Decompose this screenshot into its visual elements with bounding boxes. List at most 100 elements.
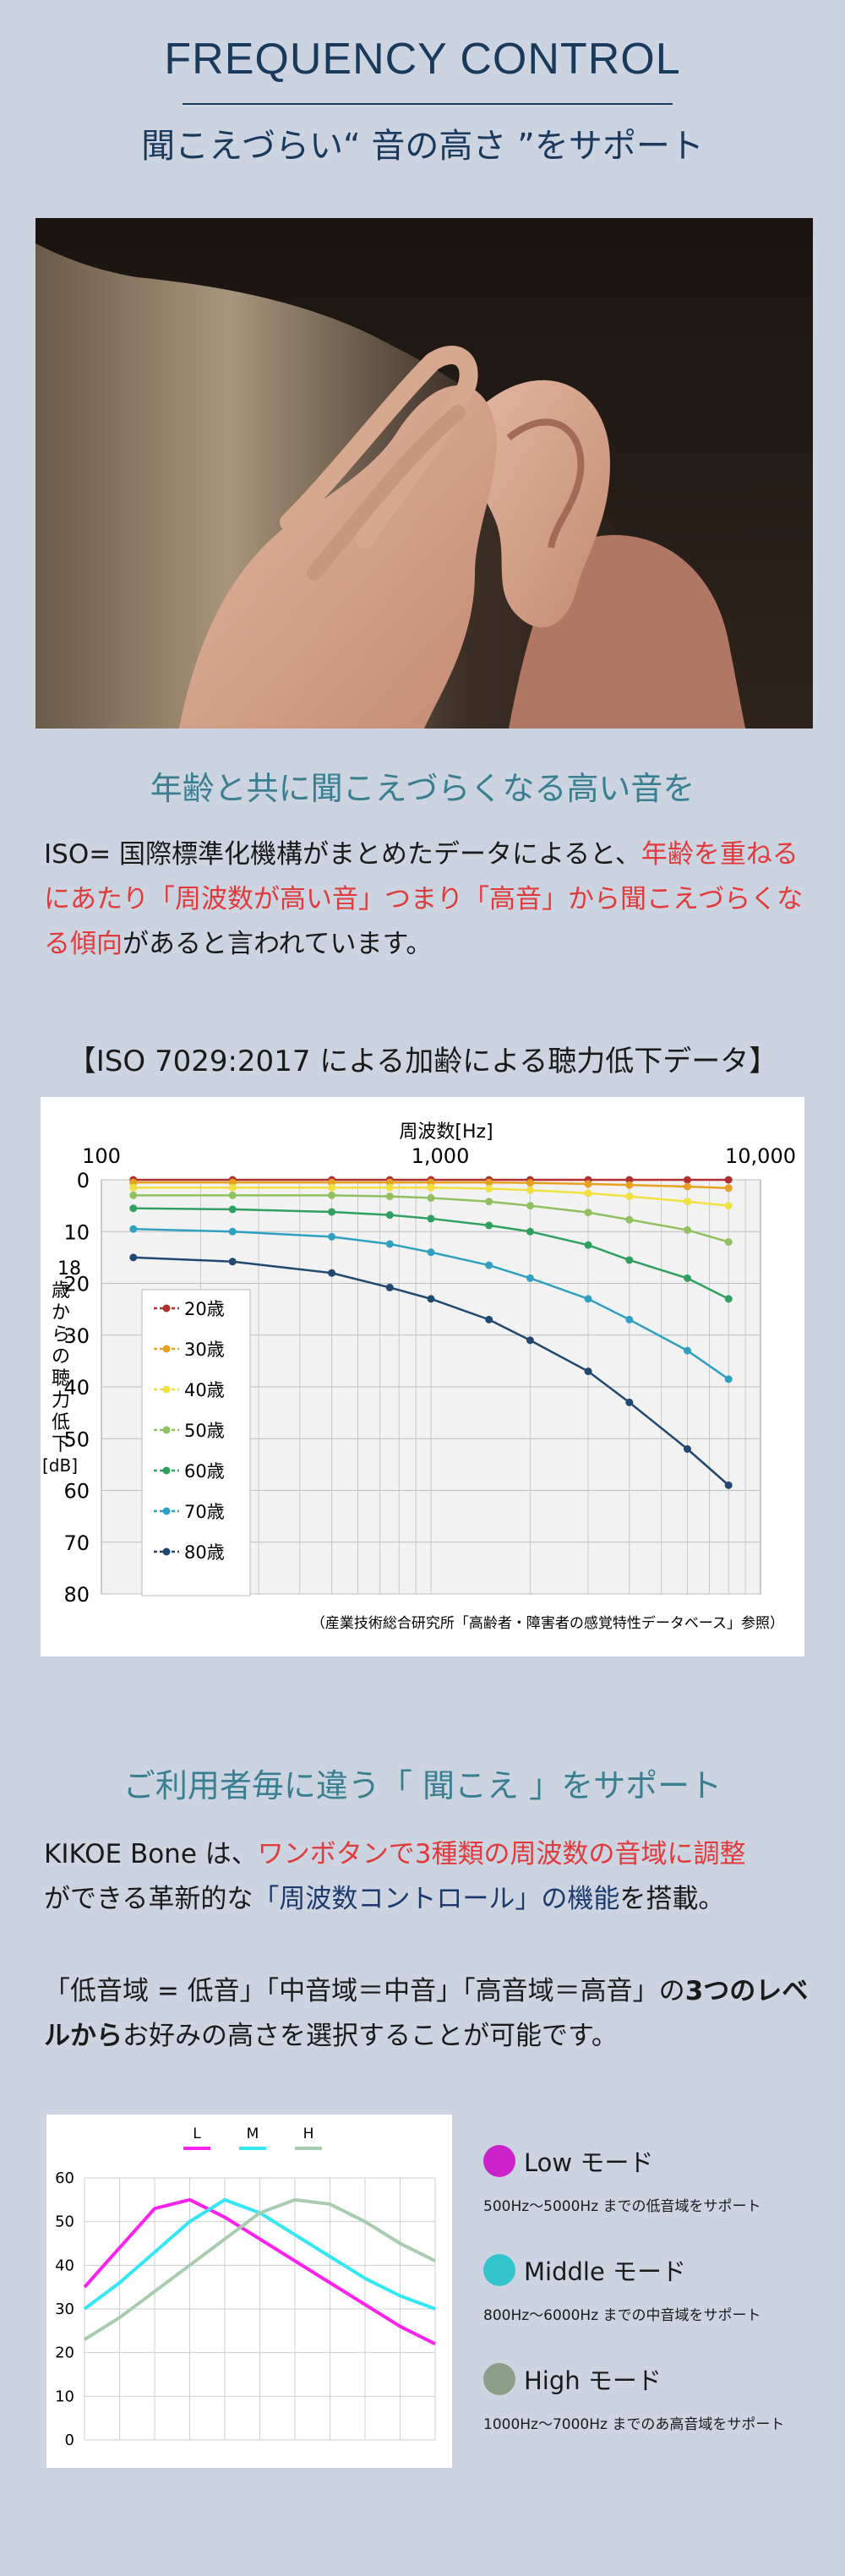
legend-marker — [162, 1547, 171, 1556]
data-point — [228, 1183, 237, 1192]
data-point — [385, 1211, 394, 1220]
body-tail-text: があると言われています。 — [123, 929, 433, 959]
middle-mode-dot-icon — [483, 2254, 515, 2286]
data-point — [625, 1256, 634, 1264]
data-point — [526, 1186, 534, 1194]
svg-text:18: 18 — [57, 1258, 81, 1280]
data-point — [129, 1225, 138, 1233]
data-point — [228, 1191, 237, 1199]
data-point — [228, 1205, 237, 1214]
body-text: を搭載。 — [619, 1884, 725, 1914]
data-point — [385, 1183, 394, 1192]
data-point — [427, 1183, 435, 1192]
legend-marker — [162, 1304, 171, 1313]
svg-text:歳: 歳 — [52, 1280, 70, 1302]
data-point — [427, 1248, 435, 1257]
data-point — [724, 1375, 733, 1384]
data-point — [129, 1253, 138, 1262]
svg-text:低: 低 — [52, 1412, 70, 1433]
mode-description: 800Hz～6000Hz までの中音域をサポート — [483, 2307, 761, 2324]
legend-marker — [162, 1466, 171, 1475]
hearing-loss-chart: 周波数[Hz] 100 1,000 10,000 0 10 20 30 40 50 60 70… — [41, 1097, 804, 1656]
legend-marker — [162, 1507, 171, 1515]
data-point — [526, 1227, 534, 1236]
y-tick-label: 30 — [63, 1324, 90, 1348]
data-point — [625, 1398, 634, 1406]
svg-text:ら: ら — [52, 1324, 70, 1345]
levels-text: 「低音域 = 低音」「中音域＝中音」「高音域＝高音」の — [44, 1976, 685, 2006]
feature-highlight-text: 「周波数コントロール」の機能 — [253, 1884, 620, 1914]
data-point — [485, 1315, 493, 1323]
series-line — [83, 2197, 436, 2346]
legend-label: 50歳 — [184, 1421, 225, 1441]
mode-description: 1000Hz～7000Hz までのあ高音域をサポート — [483, 2416, 785, 2433]
hearing-loss-chart-svg: 周波数[Hz] 100 1,000 10,000 0 10 20 30 40 50 60 70… — [42, 1122, 796, 1632]
y-tick-label: 0 — [65, 2431, 74, 2449]
legend-label: 40歳 — [184, 1380, 225, 1400]
y-tick-label: 50 — [63, 1427, 90, 1451]
product-intro-text: KIKOE Bone は、 — [44, 1839, 258, 1869]
data-point — [683, 1182, 691, 1191]
data-point — [328, 1232, 336, 1241]
data-point — [385, 1192, 394, 1201]
series-line — [83, 2197, 436, 2341]
mode-name: Low モード — [524, 2148, 654, 2177]
data-point — [427, 1295, 435, 1303]
highlight-text: 年齢を重ねるにあたり「周波数が高い音」つまり「高音」から聞こえづらくなる傾向 — [44, 839, 804, 959]
section-heading-age: 年齢と共に聞こえづらくなる高い音を — [150, 770, 695, 807]
mode-high: High モード 1000Hz～7000Hz までのあ高音域をサポート — [483, 2361, 838, 2433]
y-tick-label: 50 — [55, 2213, 74, 2231]
svg-text:下: 下 — [52, 1434, 70, 1455]
data-point — [724, 1202, 733, 1210]
iso-intro-text: ISO= 国際標準化機構がまとめたデータによると、 — [44, 839, 641, 870]
mode-middle: Middle モード 800Hz～6000Hz までの中音域をサポート — [483, 2252, 838, 2324]
data-point — [683, 1198, 691, 1206]
y-tick-label: 80 — [63, 1583, 90, 1607]
data-point — [724, 1176, 733, 1184]
mode-name: Middle モード — [524, 2257, 687, 2286]
y-tick-label: 20 — [63, 1273, 90, 1296]
y-tick-label: 20 — [55, 2344, 74, 2362]
mode-description: 500Hz～5000Hz までの低音域をサポート — [483, 2198, 761, 2215]
mode-low: Low モード 500Hz～5000Hz までの低音域をサポート — [483, 2143, 838, 2215]
data-point — [625, 1215, 634, 1224]
data-point — [385, 1240, 394, 1248]
page-subtitle: 聞こえづらい“ 音の高さ ”をサポート — [141, 127, 704, 166]
body-text: を選択することが可能です。 — [280, 2021, 618, 2051]
data-point — [129, 1191, 138, 1199]
svg-text:[dB]: [dB] — [42, 1455, 78, 1476]
ear-illustration — [35, 218, 813, 729]
data-point — [129, 1183, 138, 1192]
data-point — [584, 1295, 592, 1303]
data-point — [328, 1269, 336, 1277]
x-axis-label: 周波数[Hz] — [399, 1122, 493, 1143]
data-point — [526, 1202, 534, 1210]
iso-chart-title: 【ISO 7029:2017 による加齢による聴力低下データ】 — [67, 1045, 778, 1078]
svg-text:聴: 聴 — [52, 1368, 70, 1389]
chart-legend — [141, 1289, 251, 1596]
highlight-text: ワンボタンで3種類の周波数の音域に調整 — [257, 1839, 746, 1869]
preference-text: お好みの高さ — [123, 2021, 280, 2051]
y-tick-label: 10 — [63, 1220, 90, 1244]
y-tick-label: 60 — [63, 1480, 90, 1504]
data-point — [724, 1481, 733, 1489]
y-tick-label: 70 — [63, 1531, 90, 1555]
section-body-support: KIKOE Bone は、ワンボタンで3種類の周波数の音域に調整 ができる革新的… — [44, 1832, 830, 1922]
legend-marker — [162, 1385, 171, 1394]
data-point — [427, 1193, 435, 1202]
x-tick-label: 10,000 — [725, 1144, 796, 1168]
y-tick-label: 60 — [55, 2169, 74, 2187]
section-body-age: ISO= 国際標準化機構がまとめたデータによると、年齢を重ねるにあたり「周波数が… — [44, 832, 813, 967]
data-point — [683, 1346, 691, 1355]
y-tick-label: 30 — [55, 2300, 74, 2318]
data-point — [328, 1208, 336, 1216]
mode-chart-svg: 0 10 20 30 40 50 60 L M H — [55, 2126, 436, 2449]
data-point — [683, 1274, 691, 1282]
y-tick-label: 40 — [63, 1376, 90, 1400]
data-point — [625, 1192, 634, 1201]
legend-label: 60歳 — [184, 1461, 225, 1482]
y-tick-label: 10 — [55, 2388, 74, 2405]
data-point — [485, 1221, 493, 1230]
legend-marker — [162, 1426, 171, 1434]
mode-name: High モード — [524, 2366, 662, 2395]
